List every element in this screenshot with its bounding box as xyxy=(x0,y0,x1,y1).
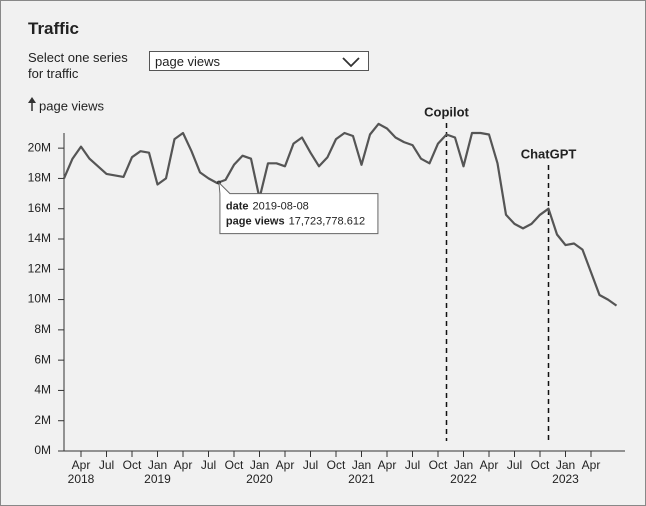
x-tick-label: Oct xyxy=(123,458,142,472)
tooltip-row: date 2019-08-08 xyxy=(226,201,309,213)
y-tick-label: 2M xyxy=(34,413,51,427)
y-tick-label: 14M xyxy=(28,231,51,245)
y-tick-label: 6M xyxy=(34,352,51,366)
x-tick-label: Jul xyxy=(99,458,114,472)
tooltip-value: 17,723,778.612 xyxy=(289,216,365,228)
x-tick-year: 2020 xyxy=(246,472,273,486)
x-tick-year: 2021 xyxy=(348,472,375,486)
x-tick-year: 2018 xyxy=(68,472,95,486)
y-tick-label: 18M xyxy=(28,171,51,185)
x-tick-label: Apr xyxy=(72,458,91,472)
x-tick-label: Oct xyxy=(225,458,244,472)
label-line: for traffic xyxy=(28,66,79,81)
x-tick-label: Oct xyxy=(531,458,550,472)
select-label: Select one series for traffic xyxy=(28,50,128,82)
annotation-label: Copilot xyxy=(424,104,469,119)
x-tick-label: Oct xyxy=(327,458,346,472)
x-tick-label: Apr xyxy=(378,458,397,472)
tooltip-row: page views 17,723,778.612 xyxy=(226,216,365,228)
selected-value: page views xyxy=(155,54,221,69)
y-tick-label: 16M xyxy=(28,201,51,215)
series-select[interactable]: page views xyxy=(149,51,369,71)
y-tick-label: 4M xyxy=(34,383,51,397)
x-tick-label: Jan xyxy=(454,458,473,472)
x-tick-label: Jan xyxy=(148,458,167,472)
x-tick-label: Jan xyxy=(250,458,269,472)
x-tick-year: 2019 xyxy=(144,472,171,486)
x-tick-label: Apr xyxy=(174,458,193,472)
series-line xyxy=(62,122,618,307)
y-tick-label: 12M xyxy=(28,261,51,275)
tooltip-value: 2019-08-08 xyxy=(253,201,309,213)
y-tick-label: 10M xyxy=(28,292,51,306)
y-tick-label: 8M xyxy=(34,322,51,336)
annotation-label: ChatGPT xyxy=(521,146,577,161)
x-tick-label: Jul xyxy=(303,458,318,472)
x-tick-label: Jan xyxy=(556,458,575,472)
x-tick-label: Jul xyxy=(201,458,216,472)
tooltip-box xyxy=(218,181,379,235)
x-tick-label: Apr xyxy=(582,458,601,472)
y-arrow-head xyxy=(28,97,36,103)
tooltip-key: date xyxy=(226,201,249,213)
dropdown-arrow xyxy=(342,57,360,68)
y-axis-label: page views xyxy=(39,98,105,113)
x-tick-label: Apr xyxy=(276,458,295,472)
x-tick-year: 2023 xyxy=(552,472,579,486)
label-line: Select one series xyxy=(28,50,128,65)
x-tick-year: 2022 xyxy=(450,472,477,486)
y-tick-label: 20M xyxy=(28,140,51,154)
x-tick-label: Apr xyxy=(480,458,499,472)
y-tick-label: 0M xyxy=(34,443,51,457)
x-tick-label: Oct xyxy=(429,458,448,472)
title: Traffic xyxy=(28,19,80,38)
tooltip-key: page views xyxy=(226,216,285,228)
x-tick-label: Jul xyxy=(405,458,420,472)
x-tick-label: Jan xyxy=(352,458,371,472)
x-tick-label: Jul xyxy=(507,458,522,472)
